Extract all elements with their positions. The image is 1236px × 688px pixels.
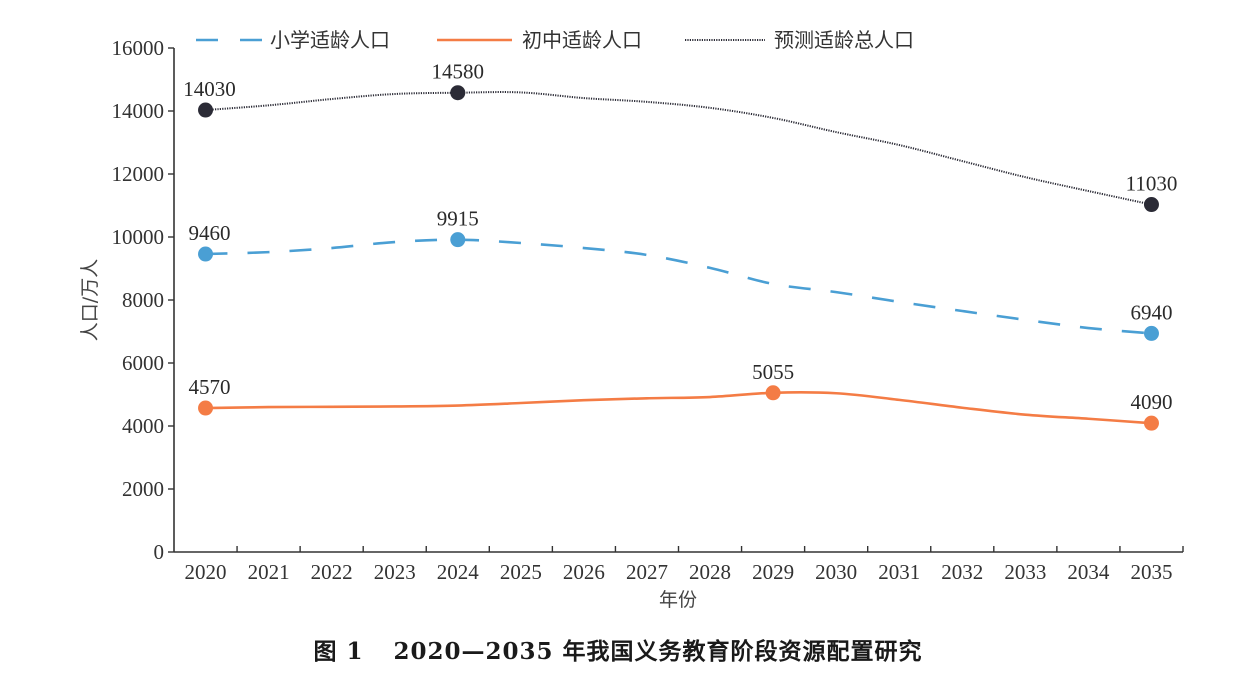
series-line-total	[205, 91, 1152, 206]
y-tick-label: 6000	[122, 351, 164, 375]
x-tick-label: 2027	[626, 560, 668, 584]
y-tick-label: 2000	[122, 477, 164, 501]
x-tick-label: 2026	[563, 560, 605, 584]
x-tick-label: 2024	[437, 560, 480, 584]
x-tick-label: 2034	[1067, 560, 1110, 584]
data-point-junior-high	[1143, 415, 1159, 431]
marker-layer: 9460 9915 6940 4570 5055 4090 14030 14580 11030	[183, 60, 1177, 431]
x-tick-label: 2022	[311, 560, 353, 584]
axes: 0 2000 4000 6000 8000 10000 12000 14000 16000 202…	[112, 36, 1184, 584]
x-tick-label: 2031	[878, 560, 920, 584]
x-tick-label: 2028	[689, 560, 731, 584]
x-tick-label: 2021	[248, 560, 290, 584]
figure-caption: 图 1 2020—2035 年我国义务教育阶段资源配置研究	[0, 632, 1236, 666]
x-tick-label: 2033	[1004, 560, 1046, 584]
legend-label-junior-high: 初中适龄人口	[522, 28, 642, 52]
figure-number: 图 1	[313, 638, 364, 665]
data-label-junior-high: 5055	[752, 360, 794, 384]
figure-caption-text: 2020—2035 年我国义务教育阶段资源配置研究	[393, 638, 923, 665]
data-point-total	[198, 102, 214, 118]
data-point-junior-high	[198, 400, 214, 416]
data-point-total	[1143, 197, 1159, 213]
series-line-primary-school	[205, 238, 1152, 335]
data-point-primary-school	[1143, 325, 1159, 341]
y-tick-label: 8000	[122, 288, 164, 312]
series-line-junior-high	[205, 391, 1152, 425]
y-axis-title: 人口/万人	[79, 259, 101, 341]
series-layer	[205, 91, 1152, 425]
y-tick-label: 14000	[112, 99, 165, 123]
data-label-primary-school: 6940	[1130, 300, 1172, 324]
y-tick-label: 4000	[122, 414, 164, 438]
data-point-total	[450, 85, 466, 101]
data-point-junior-high	[765, 385, 781, 401]
data-label-primary-school: 9915	[437, 207, 479, 231]
legend-label-primary-school: 小学适龄人口	[270, 28, 390, 52]
data-label-junior-high: 4090	[1130, 390, 1172, 414]
y-tick-label: 10000	[112, 225, 165, 249]
legend: 小学适龄人口 初中适龄人口 预测适龄总人口	[196, 28, 914, 52]
data-label-total: 14580	[432, 60, 485, 84]
data-label-total: 14030	[183, 77, 236, 101]
x-tick-label: 2023	[374, 560, 416, 584]
x-tick-label: 2032	[941, 560, 983, 584]
data-label-primary-school: 9460	[189, 221, 231, 245]
data-point-primary-school	[450, 232, 466, 248]
y-tick-label: 12000	[112, 162, 165, 186]
y-tick-label: 16000	[112, 36, 165, 60]
data-label-total: 11030	[1126, 172, 1178, 196]
x-tick-label: 2029	[752, 560, 794, 584]
y-tick-label: 0	[154, 540, 165, 564]
data-label-junior-high: 4570	[189, 375, 231, 399]
x-tick-label: 2025	[500, 560, 542, 584]
data-point-primary-school	[198, 246, 214, 262]
x-axis-title: 年份	[659, 589, 697, 611]
legend-label-total: 预测适龄总人口	[774, 28, 914, 52]
x-tick-label: 2030	[815, 560, 857, 584]
x-tick-label: 2035	[1130, 560, 1172, 584]
x-tick-label: 2020	[185, 560, 227, 584]
